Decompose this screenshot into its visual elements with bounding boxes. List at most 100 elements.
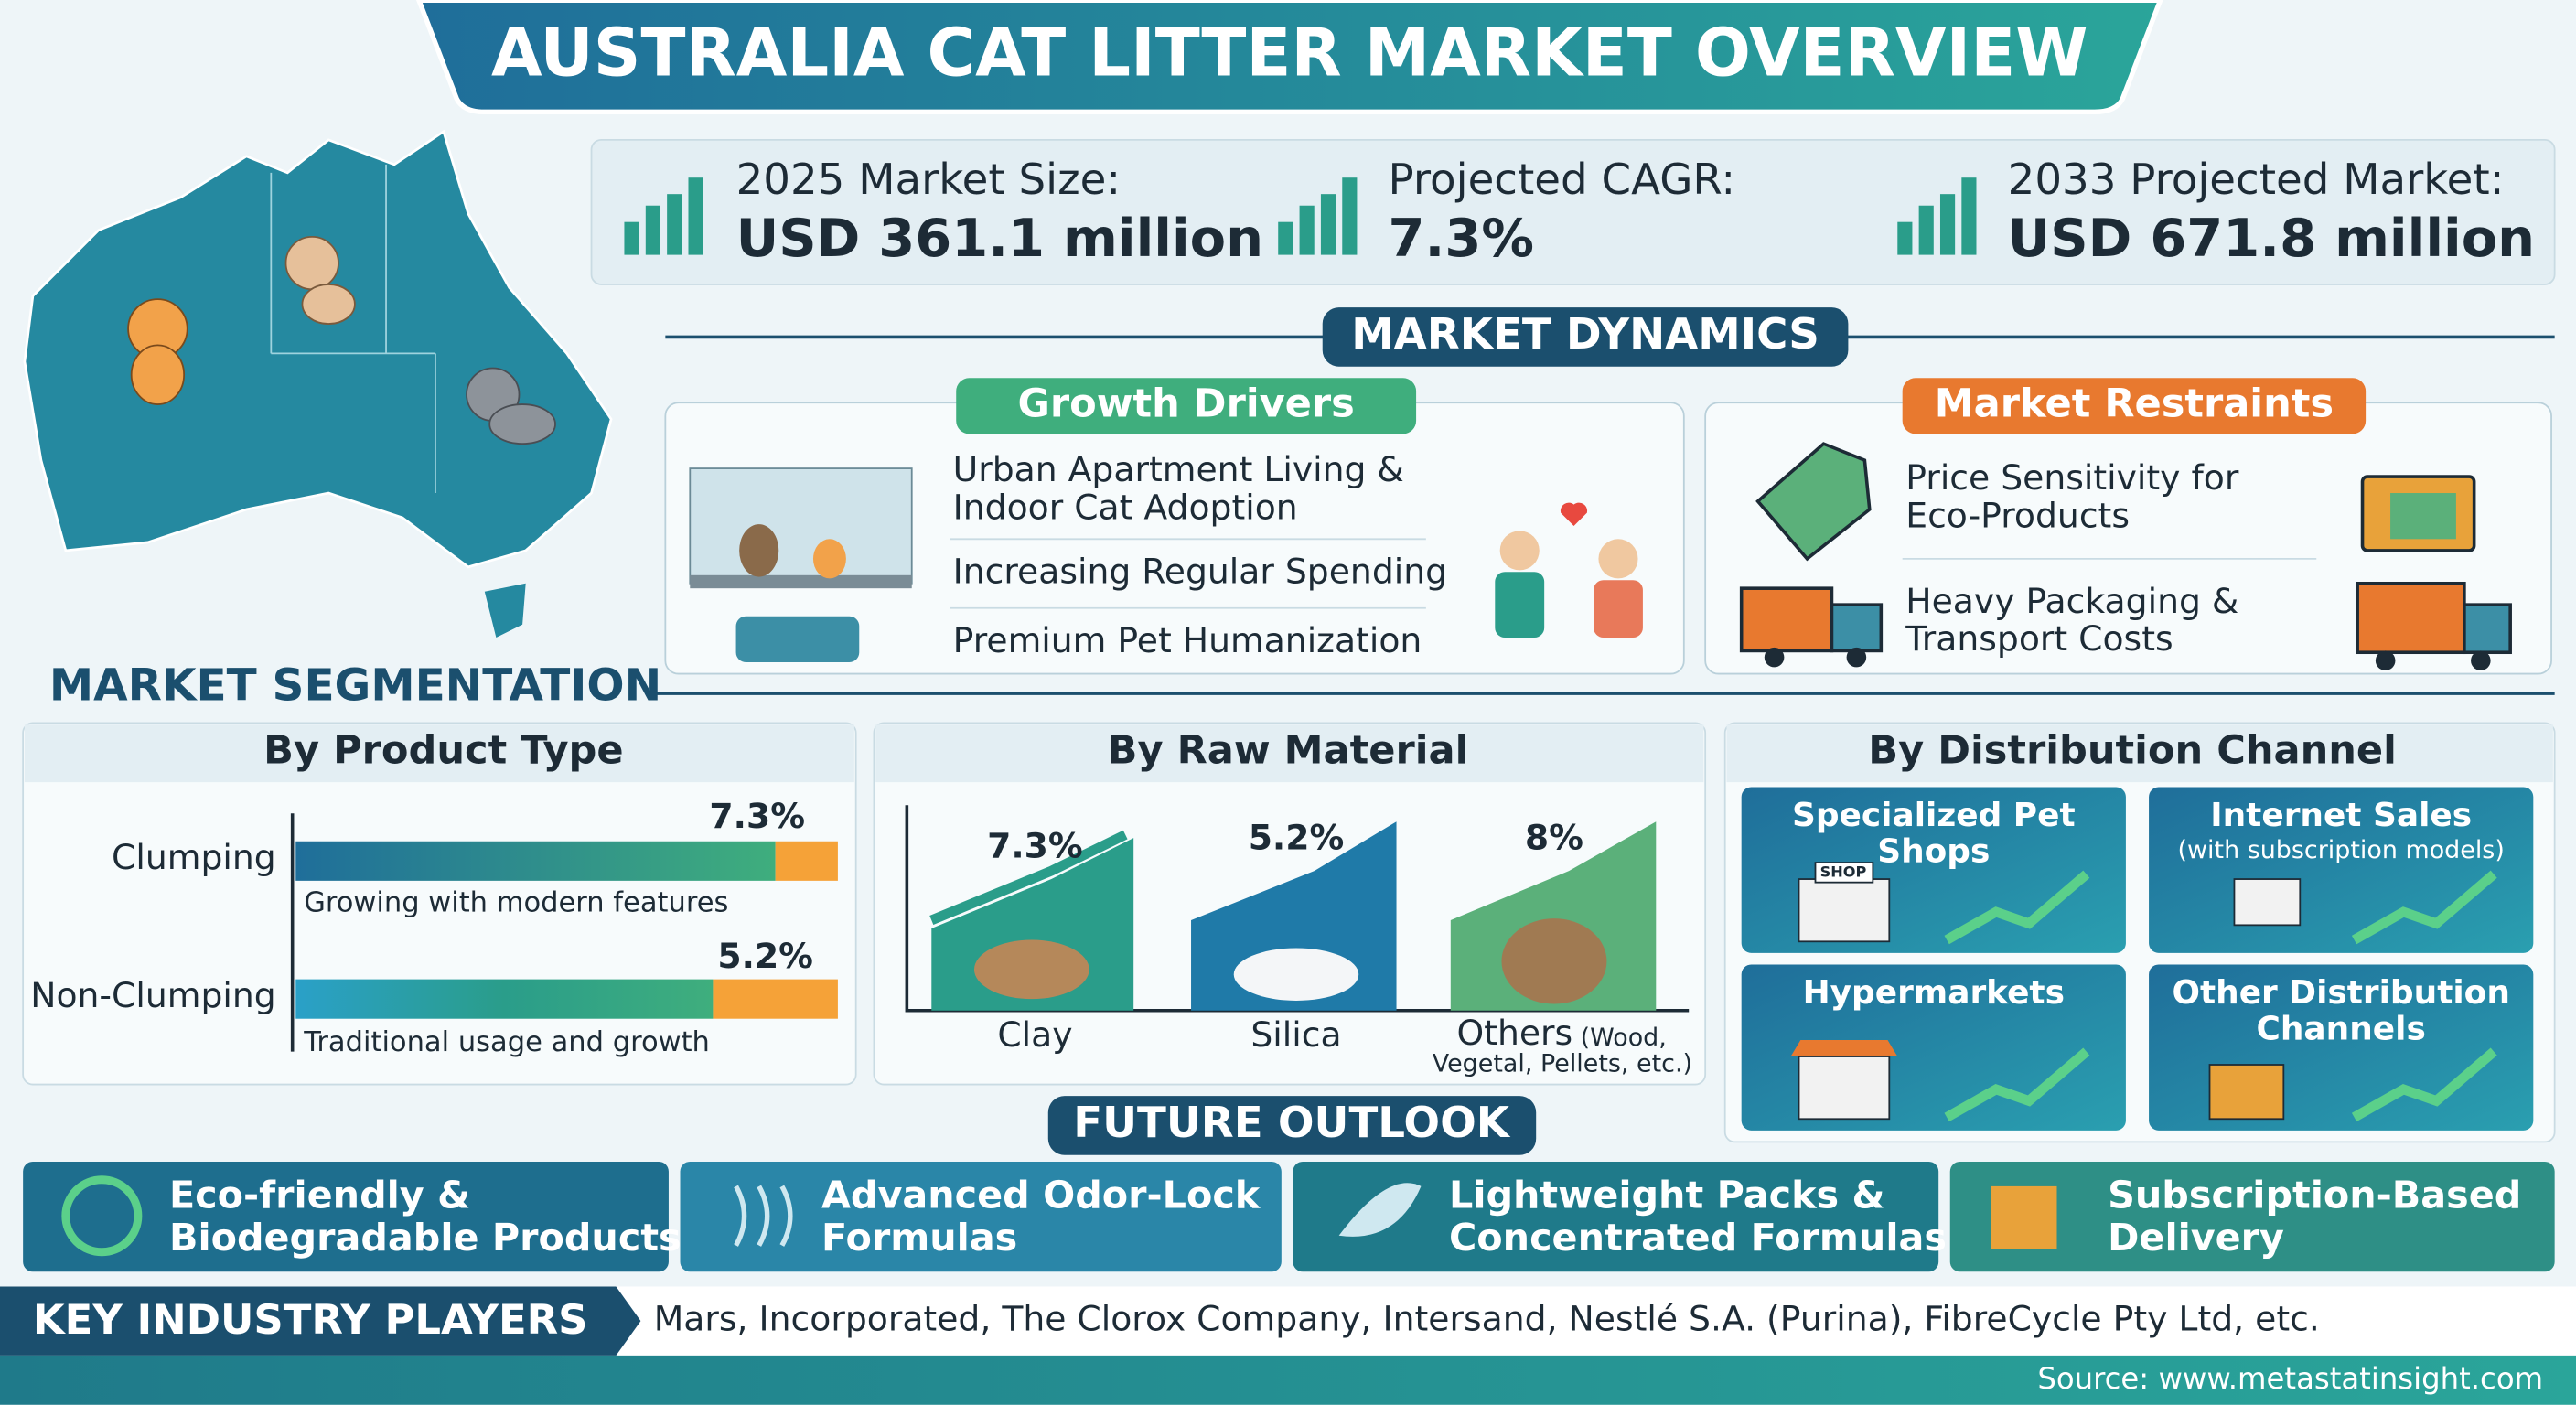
category-label: Non-Clumping: [30, 975, 275, 1015]
decoration: [466, 367, 556, 445]
decoration: [2351, 1047, 2497, 1122]
panel-header: [24, 724, 854, 783]
driver: Urban Apartment Living &: [953, 449, 1404, 489]
decoration: [624, 221, 639, 255]
decoration: [1814, 862, 1874, 884]
decoration: [61, 1175, 143, 1257]
channel-detail: (with subscription models): [2178, 836, 2505, 864]
decoration: [1594, 580, 1643, 638]
decoration: [1961, 177, 1977, 255]
decoration: [1739, 586, 1834, 653]
restraint: Eco-Products: [1905, 495, 2130, 535]
restraints-icons: [1739, 442, 2512, 670]
kpi-icons: [624, 177, 1977, 255]
decoration: [1944, 1047, 2090, 1122]
decoration: [415, 0, 2163, 115]
category-label: Clay: [997, 1014, 1072, 1055]
decoration: [690, 574, 912, 589]
outlook-item: Advanced Odor-Lock: [821, 1173, 1261, 1217]
bar: [295, 979, 714, 1019]
decoration: [1939, 194, 1956, 255]
section-title: MARKET SEGMENTATION: [49, 660, 661, 712]
footer: [0, 1355, 2576, 1405]
decoration: [2208, 1064, 2285, 1121]
decoration: [1293, 1161, 1939, 1272]
kpi-label: 2025 Market Size:: [736, 156, 1122, 205]
restraint: Heavy Packaging &: [1905, 581, 2238, 621]
decoration: [1790, 1040, 1898, 1057]
channel-name: Shops: [1877, 832, 1990, 870]
detail: (Wood,: [1581, 1024, 1667, 1052]
decoration: [929, 830, 1128, 925]
channel-tiles: [1741, 787, 2534, 1131]
decoration: [23, 129, 613, 569]
panel-title: By Product Type: [263, 727, 624, 773]
decoration: [1338, 1183, 1422, 1237]
restraints-pill: [1902, 378, 2367, 434]
driver: Indoor Cat Adoption: [953, 487, 1298, 527]
decoration: [973, 939, 1089, 1000]
decoration: [1560, 502, 1588, 526]
decoration: [484, 583, 526, 638]
outlook-item: Eco-friendly &: [169, 1173, 470, 1217]
outlook-item: Concentrated Formulas: [1449, 1216, 1947, 1260]
value-label: 5.2%: [1249, 817, 1345, 857]
decoration: [1897, 221, 1913, 255]
channel-name: Internet Sales: [2210, 797, 2472, 834]
drivers-pill: [956, 378, 1417, 434]
kpi-label: 2033 Projected Market:: [2008, 156, 2505, 205]
decoration: [2351, 870, 2497, 945]
category-label: Others: [1456, 1013, 1572, 1053]
decoration: [2356, 582, 2466, 655]
decoration: [301, 284, 356, 325]
section-pill: [1047, 1096, 1537, 1155]
driver: Increasing Regular Spending: [953, 552, 1447, 592]
restraints-title: Market Restraints: [1935, 381, 2334, 426]
decoration: [2233, 878, 2302, 927]
decoration: [680, 1161, 1282, 1272]
title: AUSTRALIA CAT LITTER MARKET OVERVIEW: [491, 15, 2088, 91]
kpi-value: USD 361.1 million: [736, 208, 1263, 269]
kpi-label: Projected CAGR:: [1389, 156, 1736, 205]
panel-title: By Raw Material: [1108, 727, 1469, 773]
players-tag: [0, 1286, 641, 1356]
decoration: [689, 467, 913, 585]
decoration: [645, 205, 660, 255]
decoration: [1598, 539, 1638, 579]
category-label: Clumping: [112, 837, 276, 877]
decoration: [1830, 603, 1884, 653]
value-label: 7.3%: [709, 796, 805, 836]
decoration: [688, 177, 703, 255]
decoration: [667, 194, 682, 255]
decoration: [284, 235, 339, 291]
players-title: KEY INDUSTRY PLAYERS: [33, 1295, 588, 1344]
decoration: [1755, 442, 1872, 562]
outlook-item: Formulas: [821, 1216, 1017, 1260]
shop-sign: SHOP: [1820, 863, 1867, 880]
decoration: [488, 403, 556, 445]
channel-name: Other Distribution: [2172, 974, 2509, 1012]
decoration: [1320, 194, 1336, 255]
decoration: [2471, 650, 2491, 670]
decoration: [812, 539, 846, 579]
section-title: FUTURE OUTLOOK: [1073, 1099, 1511, 1148]
decoration: [739, 524, 779, 577]
value-label: 8%: [1525, 817, 1583, 857]
decoration: [23, 1161, 669, 1272]
raw-illustrations: [929, 821, 1657, 1011]
outlook-item: Subscription-Based: [2108, 1173, 2521, 1217]
decoration: [1499, 531, 1540, 571]
outlook-item: Biodegradable Products: [169, 1216, 682, 1260]
decoration: [1278, 221, 1293, 255]
decoration: [2375, 650, 2396, 670]
decoration: [1233, 948, 1359, 1001]
channel-name: Hypermarkets: [1803, 974, 2065, 1012]
panel-header: [1726, 724, 2553, 783]
driver: Premium Pet Humanization: [953, 620, 1422, 660]
bar-tip: [713, 979, 838, 1019]
decoration: [1944, 870, 2090, 945]
decoration: [1495, 572, 1545, 638]
header: AUSTRALIA CAT LITTER MARKET OVERVIEW: [415, 0, 2163, 115]
restraint: Price Sensitivity for: [1905, 457, 2239, 498]
channel-name: Channels: [2257, 1010, 2426, 1047]
